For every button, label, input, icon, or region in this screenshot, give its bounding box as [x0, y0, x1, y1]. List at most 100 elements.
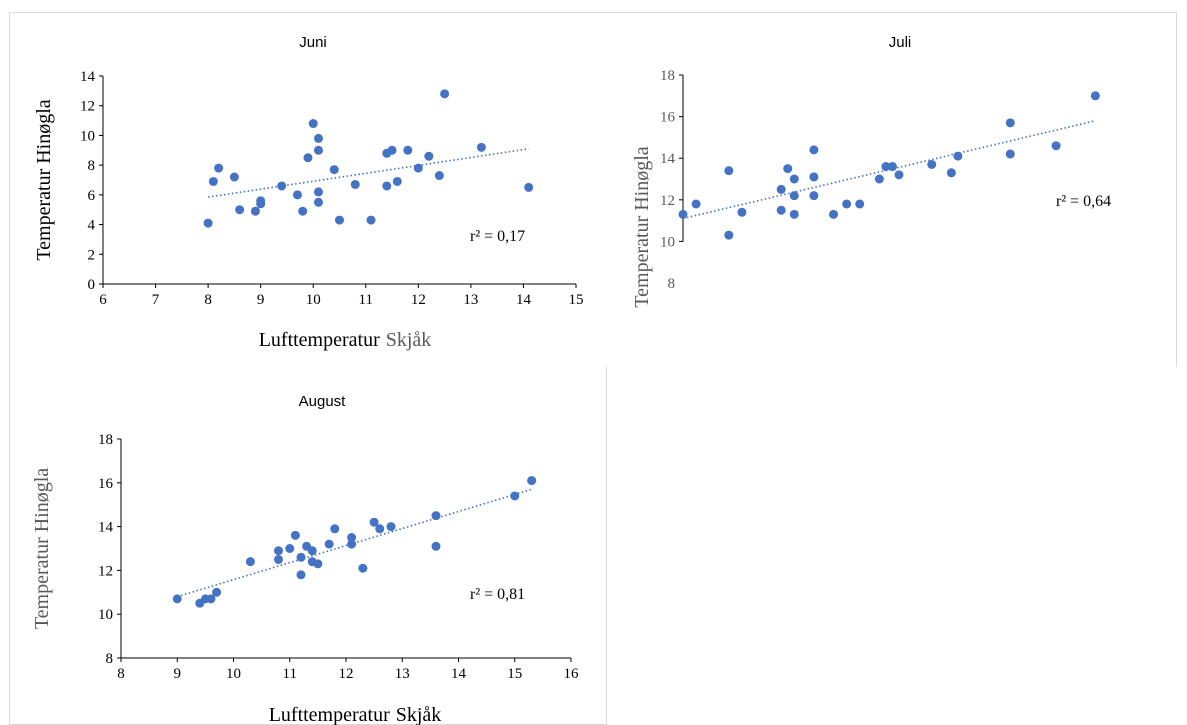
data-point — [274, 546, 283, 556]
data-point — [303, 153, 313, 163]
data-point — [386, 522, 396, 532]
y-tick-label: 16 — [660, 110, 676, 126]
data-point — [292, 190, 302, 200]
data-point — [335, 215, 344, 225]
data-point — [387, 145, 397, 155]
data-point — [874, 174, 884, 184]
y-tick-label: 12 — [660, 193, 675, 209]
data-point — [1051, 141, 1061, 151]
y-axis-label: Temperatur Hinøgla — [631, 146, 653, 307]
data-point — [783, 164, 793, 174]
y-tick-label: 12 — [80, 99, 95, 115]
y-tick-label: 18 — [98, 432, 113, 448]
data-point — [313, 559, 323, 569]
data-point — [229, 172, 239, 182]
data-point — [434, 171, 444, 181]
x-tick-label: 9 — [257, 292, 265, 308]
y-axis-label: Temperatur Hinøgla — [31, 468, 53, 629]
x-tick-label: 7 — [152, 292, 160, 308]
x-tick-label: 6 — [99, 292, 107, 308]
data-point — [347, 533, 357, 543]
data-point — [776, 205, 786, 215]
data-point — [842, 199, 852, 209]
y-tick-label: 14 — [80, 69, 96, 85]
r-squared-annotation: r² = 0,17 — [470, 228, 525, 245]
data-point — [431, 511, 441, 521]
r-squared-annotation: r² = 0,81 — [470, 586, 525, 603]
data-point — [1090, 91, 1100, 101]
data-point — [285, 544, 295, 553]
data-point — [313, 197, 323, 207]
x-tick-label: 12 — [411, 292, 426, 308]
data-point — [296, 570, 306, 580]
x-axis-label-main: Lufttemperatur — [259, 329, 380, 351]
data-point — [809, 145, 819, 155]
x-axis-label-main: Lufttemperatur — [269, 704, 390, 725]
data-point — [256, 199, 266, 209]
x-tick-label: 10 — [226, 666, 241, 682]
data-point — [1005, 149, 1015, 159]
x-axis-label-suffix: Skjåk — [396, 704, 442, 725]
x-tick-label: 11 — [359, 292, 373, 308]
y-tick-label: 4 — [88, 218, 96, 234]
data-point — [881, 162, 891, 172]
data-point — [274, 554, 283, 564]
data-point — [524, 182, 534, 192]
data-point — [789, 209, 799, 219]
x-tick-label: 14 — [451, 666, 467, 682]
data-point — [313, 133, 323, 143]
data-point — [946, 168, 956, 178]
chart-panel-august: August 8 10 12 14 16 18 8 9 10 11 12 13 14 15 16 Tempera… — [9, 369, 607, 725]
y-tick-label: 2 — [88, 247, 96, 263]
data-point — [382, 181, 392, 191]
y-tick-label: 18 — [660, 68, 675, 84]
data-point — [296, 552, 306, 562]
chart-title: Juli — [889, 34, 912, 51]
scatter-chart-august: August 8 10 12 14 16 18 8 9 10 11 12 13 14 15 16 Tempera… — [31, 393, 579, 725]
x-tick-label: 10 — [306, 292, 321, 308]
data-point — [313, 145, 323, 155]
y-tick-label: 0 — [88, 277, 96, 293]
data-point — [212, 587, 222, 597]
data-point — [809, 172, 819, 182]
data-point — [855, 199, 865, 209]
y-tick-label: 12 — [98, 563, 113, 579]
data-point — [527, 476, 537, 486]
data-point — [927, 159, 937, 169]
x-tick-label: 11 — [283, 666, 297, 682]
data-point — [172, 594, 182, 604]
x-axis-label-suffix: Skjåk — [386, 329, 432, 351]
y-tick-label: 10 — [80, 128, 95, 144]
data-point — [724, 166, 734, 176]
y-tick-label: 16 — [98, 476, 114, 492]
data-point — [678, 209, 688, 219]
chart-title: August — [299, 393, 347, 410]
x-tick-label: 13 — [395, 666, 410, 682]
data-point — [424, 151, 434, 161]
data-point — [329, 165, 339, 175]
data-point — [245, 557, 255, 567]
trendline — [682, 119, 1096, 220]
data-point — [829, 209, 839, 219]
y-tick-label: 8 — [668, 276, 676, 292]
data-point — [214, 163, 224, 173]
data-point — [208, 176, 218, 186]
data-point — [330, 524, 340, 534]
data-point — [440, 89, 450, 99]
data-point — [809, 191, 819, 201]
data-point — [776, 184, 786, 194]
chart-panel-juni: Juni 0 2 4 6 8 10 12 14 6 7 8 9 10 11 12 13 14 15 Temperatu… — [9, 12, 607, 371]
data-point — [235, 205, 245, 215]
data-point — [737, 207, 747, 217]
x-axis-label: Lufttemperatur Skjåk — [259, 329, 432, 351]
data-point — [203, 218, 213, 228]
data-point — [691, 199, 701, 209]
y-axis-label: Temperatur Hinøgla — [33, 99, 55, 260]
y-tick-label: 8 — [106, 651, 114, 667]
scatter-chart-juni: Juni 0 2 4 6 8 10 12 14 6 7 8 9 10 11 12 13 14 15 Temperatu… — [33, 34, 584, 351]
x-tick-label: 15 — [569, 292, 584, 308]
data-point — [1005, 118, 1015, 128]
x-tick-label: 13 — [463, 292, 478, 308]
data-point — [510, 491, 520, 501]
trendline — [207, 148, 529, 198]
